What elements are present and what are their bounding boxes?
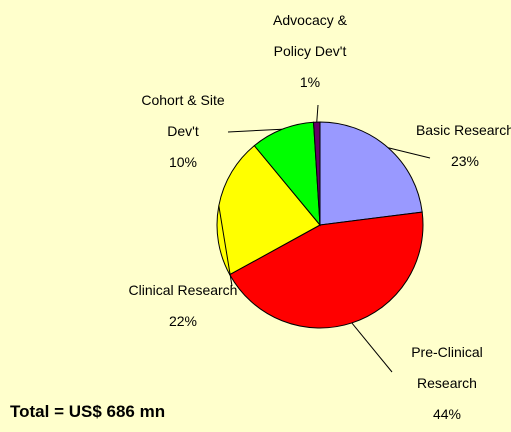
leader-line — [218, 205, 233, 287]
value-label: 22% — [168, 313, 198, 329]
leader-line — [387, 147, 431, 159]
slice-label: Pre-Clinical Research 44% — [392, 337, 502, 430]
leader-line — [316, 104, 319, 123]
category-label: Basic Research — [415, 122, 511, 138]
pie-slice — [319, 121, 423, 226]
value-label: 23% — [450, 153, 480, 169]
category-label: Pre-Clinical Research — [411, 344, 483, 391]
slice-label: Advocacy & Policy Dev't 1% — [255, 5, 365, 98]
value-label: 1% — [299, 74, 321, 90]
slice-label: Clinical Research 22% — [128, 275, 238, 337]
category-label: Advocacy & Policy Dev't — [273, 12, 347, 59]
leader-line — [227, 128, 283, 133]
category-label: Cohort & Site Dev't — [141, 92, 225, 139]
total-annotation: Total = US$ 686 mn — [10, 402, 166, 421]
value-label: 10% — [168, 154, 198, 170]
slice-label: Basic Research 23% — [410, 115, 511, 177]
category-label: Clinical Research — [128, 282, 238, 298]
value-label: 44% — [432, 406, 462, 422]
leader-line — [351, 322, 393, 373]
slice-label: Cohort & Site Dev't 10% — [128, 85, 238, 178]
